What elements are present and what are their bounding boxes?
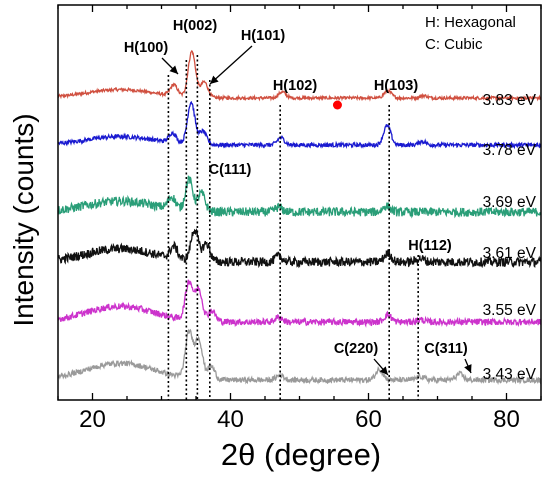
peak-label-c111: C(111): [209, 162, 252, 178]
series-label-2: 3.69 eV: [483, 194, 537, 211]
series-line-3: [58, 227, 541, 269]
series-label-1: 3.78 eV: [483, 142, 537, 159]
peak-label-c311: C(311): [424, 341, 468, 357]
series-labels: 3.83 eV 3.78 eV 3.69 eV 3.61 eV 3.55 eV 3.43 …: [483, 92, 537, 383]
peak-label-h112: H(112): [408, 238, 452, 254]
legend-hexagonal: H: Hexagonal: [425, 14, 516, 31]
x-tick-label: 40: [217, 406, 244, 433]
x-tick-label: 80: [493, 406, 520, 433]
series-line-4: [58, 279, 541, 328]
series-layer: [58, 49, 541, 386]
series-line-1: [58, 100, 541, 150]
x-axis-label: 2θ (degree): [221, 437, 381, 472]
series-line-2: [58, 175, 541, 219]
x-tick-label: 20: [79, 406, 106, 433]
x-tick-label: 60: [355, 406, 382, 433]
series-line-5: [58, 328, 541, 386]
reference-lines: [167, 55, 419, 400]
peak-label-c220: C(220): [334, 341, 378, 357]
peak-label-h100: H(100): [124, 40, 168, 56]
arrow-c311: [464, 358, 472, 374]
y-axis-label: Intensity (counts): [8, 113, 39, 326]
peak-label-h102: H(102): [273, 78, 317, 94]
x-axis-ticks: 20 40 60 80: [57, 5, 542, 433]
annotations: H(100) H(002) H(101) H(102) H(103) C(111) H(11…: [124, 18, 472, 376]
legend-cubic: C: Cubic: [425, 36, 483, 53]
series-label-5: 3.43 eV: [483, 366, 537, 383]
peak-label-h103: H(103): [374, 78, 418, 94]
arrow-c220: [373, 358, 389, 376]
peak-label-h002: H(002): [173, 18, 217, 34]
series-label-0: 3.83 eV: [483, 92, 537, 109]
series-label-4: 3.55 eV: [483, 302, 537, 319]
marker-dot: [332, 100, 342, 110]
arrow-h100: [161, 57, 179, 75]
series-line-0: [58, 49, 541, 102]
series-label-3: 3.61 eV: [483, 245, 537, 262]
peak-label-h101: H(101): [241, 28, 285, 44]
arrow-h101: [209, 45, 253, 85]
